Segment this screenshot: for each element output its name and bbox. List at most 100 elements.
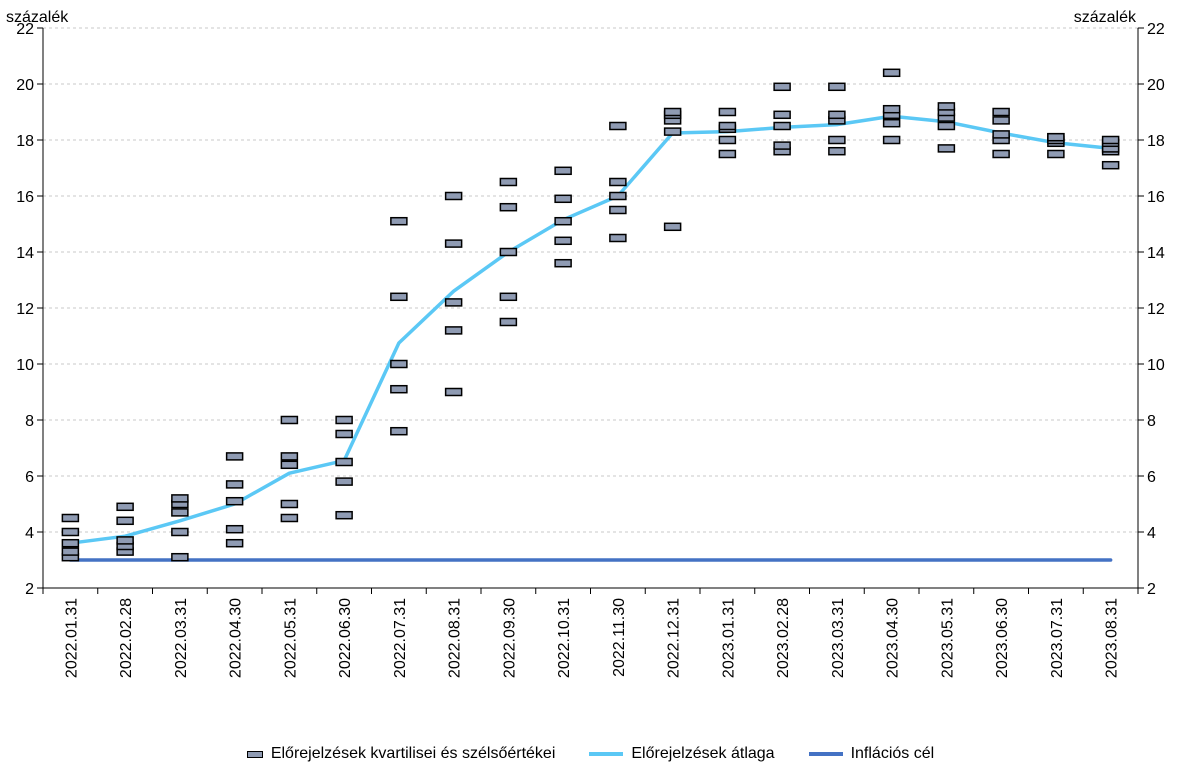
quartile-marker xyxy=(280,452,299,461)
quartile-marker xyxy=(225,538,244,548)
quartile-marker xyxy=(609,177,627,187)
quartile-marker xyxy=(609,121,627,131)
quartile-marker xyxy=(882,135,901,145)
x-tick-label: 2023.07.31 xyxy=(1049,598,1066,678)
quartile-marker xyxy=(225,524,244,534)
x-tick-label: 2022.09.30 xyxy=(501,598,518,678)
quartile-marker xyxy=(828,146,846,156)
quartile-marker xyxy=(61,513,80,523)
x-tick-label: 2023.01.31 xyxy=(720,598,737,678)
x-tick-label: 2022.08.31 xyxy=(447,598,464,678)
quartile-marker xyxy=(390,216,408,226)
x-tick-label: 2023.04.30 xyxy=(885,598,902,678)
quartile-marker xyxy=(992,149,1010,159)
quartile-marker xyxy=(390,359,408,369)
y-tick-label-right: 22 xyxy=(1147,21,1165,38)
legend-label-target: Inflációs cél xyxy=(850,745,935,762)
x-tick-label: 2023.03.31 xyxy=(830,598,847,678)
quartile-marker xyxy=(116,536,134,545)
quartile-marker xyxy=(499,202,518,212)
quartile-marker xyxy=(1047,149,1065,159)
quartile-marker xyxy=(718,149,737,159)
y-axis-label-right: százalék xyxy=(1074,9,1137,26)
quartile-marker xyxy=(773,82,791,92)
quartile-marker xyxy=(171,508,189,517)
x-tick-label: 2022.01.31 xyxy=(63,598,80,678)
quartile-marker xyxy=(554,166,572,176)
quartile-marker xyxy=(1047,132,1065,142)
x-tick-label: 2022.05.31 xyxy=(282,598,299,678)
y-tick-label-right: 18 xyxy=(1147,133,1165,150)
series-forecast-mean xyxy=(68,114,1113,545)
quartile-marker xyxy=(718,135,737,145)
quartile-marker xyxy=(444,326,463,335)
quartile-marker xyxy=(116,516,134,526)
quartile-marker xyxy=(554,236,572,246)
quartile-marker xyxy=(1101,135,1120,145)
y-tick-label-right: 20 xyxy=(1147,77,1165,94)
y-tick-label-right: 12 xyxy=(1147,301,1165,318)
x-tick-label: 2023.08.31 xyxy=(1104,598,1121,678)
quartile-marker xyxy=(444,191,463,201)
quartile-marker xyxy=(499,247,518,257)
quartile-marker xyxy=(225,496,244,506)
quartile-marker xyxy=(718,121,737,131)
quartile-marker xyxy=(335,429,353,439)
quartile-marker xyxy=(828,135,846,145)
quartile-marker xyxy=(335,510,353,520)
quartile-marker xyxy=(390,426,408,436)
quartile-marker xyxy=(992,116,1010,125)
y-axis-label-left: százalék xyxy=(6,9,69,26)
quartile-marker xyxy=(718,107,737,117)
quartile-marker xyxy=(663,127,682,136)
y-tick-label-left: 22 xyxy=(16,21,34,38)
y-tick-label-left: 20 xyxy=(16,77,34,94)
quartile-marker xyxy=(992,107,1010,117)
x-tick-label: 2023.02.28 xyxy=(775,598,792,678)
series-forecast-quartiles xyxy=(61,68,1120,562)
y-tick-label-left: 16 xyxy=(16,189,34,206)
y-tick-label-right: 6 xyxy=(1147,469,1156,486)
x-tick-label: 2022.12.31 xyxy=(666,598,683,678)
x-tick-label: 2022.07.31 xyxy=(392,598,409,678)
quartile-marker xyxy=(444,387,463,397)
quartile-marker xyxy=(390,292,408,302)
y-tick-label-left: 8 xyxy=(25,413,34,430)
quartile-marker xyxy=(61,547,80,556)
quartile-marker xyxy=(444,298,463,307)
quartile-marker xyxy=(499,317,518,327)
y-tick-label-right: 14 xyxy=(1147,245,1165,262)
y-tick-label-left: 2 xyxy=(25,581,34,598)
gridlines xyxy=(43,27,1138,533)
quartile-marker xyxy=(225,452,244,461)
y-tick-label-right: 2 xyxy=(1147,581,1156,598)
quartile-marker xyxy=(937,121,956,131)
quartile-marker xyxy=(225,480,244,489)
y-tick-label-right: 4 xyxy=(1147,525,1156,542)
x-tick-label: 2023.06.30 xyxy=(994,598,1011,678)
axes xyxy=(37,27,1144,594)
quartile-marker xyxy=(773,121,791,131)
quartile-marker xyxy=(882,118,901,128)
legend-item-quartiles: Előrejelzések kvartilisei és szélsőérték… xyxy=(246,745,556,763)
quartile-marker xyxy=(61,527,80,537)
x-tick-label: 2022.06.30 xyxy=(337,598,354,678)
quartile-marker xyxy=(171,527,189,537)
x-tick-label: 2022.04.30 xyxy=(228,598,245,678)
legend-item-mean: Előrejelzések átlaga xyxy=(589,745,775,763)
quartile-marker xyxy=(116,502,134,512)
legend-label-mean: Előrejelzések átlaga xyxy=(631,745,775,762)
quartile-marker xyxy=(335,477,353,486)
quartile-marker xyxy=(992,130,1010,139)
quartile-marker xyxy=(554,216,572,226)
quartile-marker xyxy=(773,110,791,120)
y-tick-label-right: 16 xyxy=(1147,189,1165,206)
quartile-marker xyxy=(609,191,627,201)
quartile-marker xyxy=(663,107,682,117)
quartile-marker xyxy=(937,144,956,153)
y-tick-label-left: 4 xyxy=(25,525,34,542)
legend-label-quartiles: Előrejelzések kvartilisei és szélsőérték… xyxy=(270,745,556,762)
legend: Előrejelzések kvartilisei és szélsőérték… xyxy=(0,742,1181,766)
quartile-marker xyxy=(499,292,518,302)
x-tick-label: 2022.11.30 xyxy=(611,598,628,677)
